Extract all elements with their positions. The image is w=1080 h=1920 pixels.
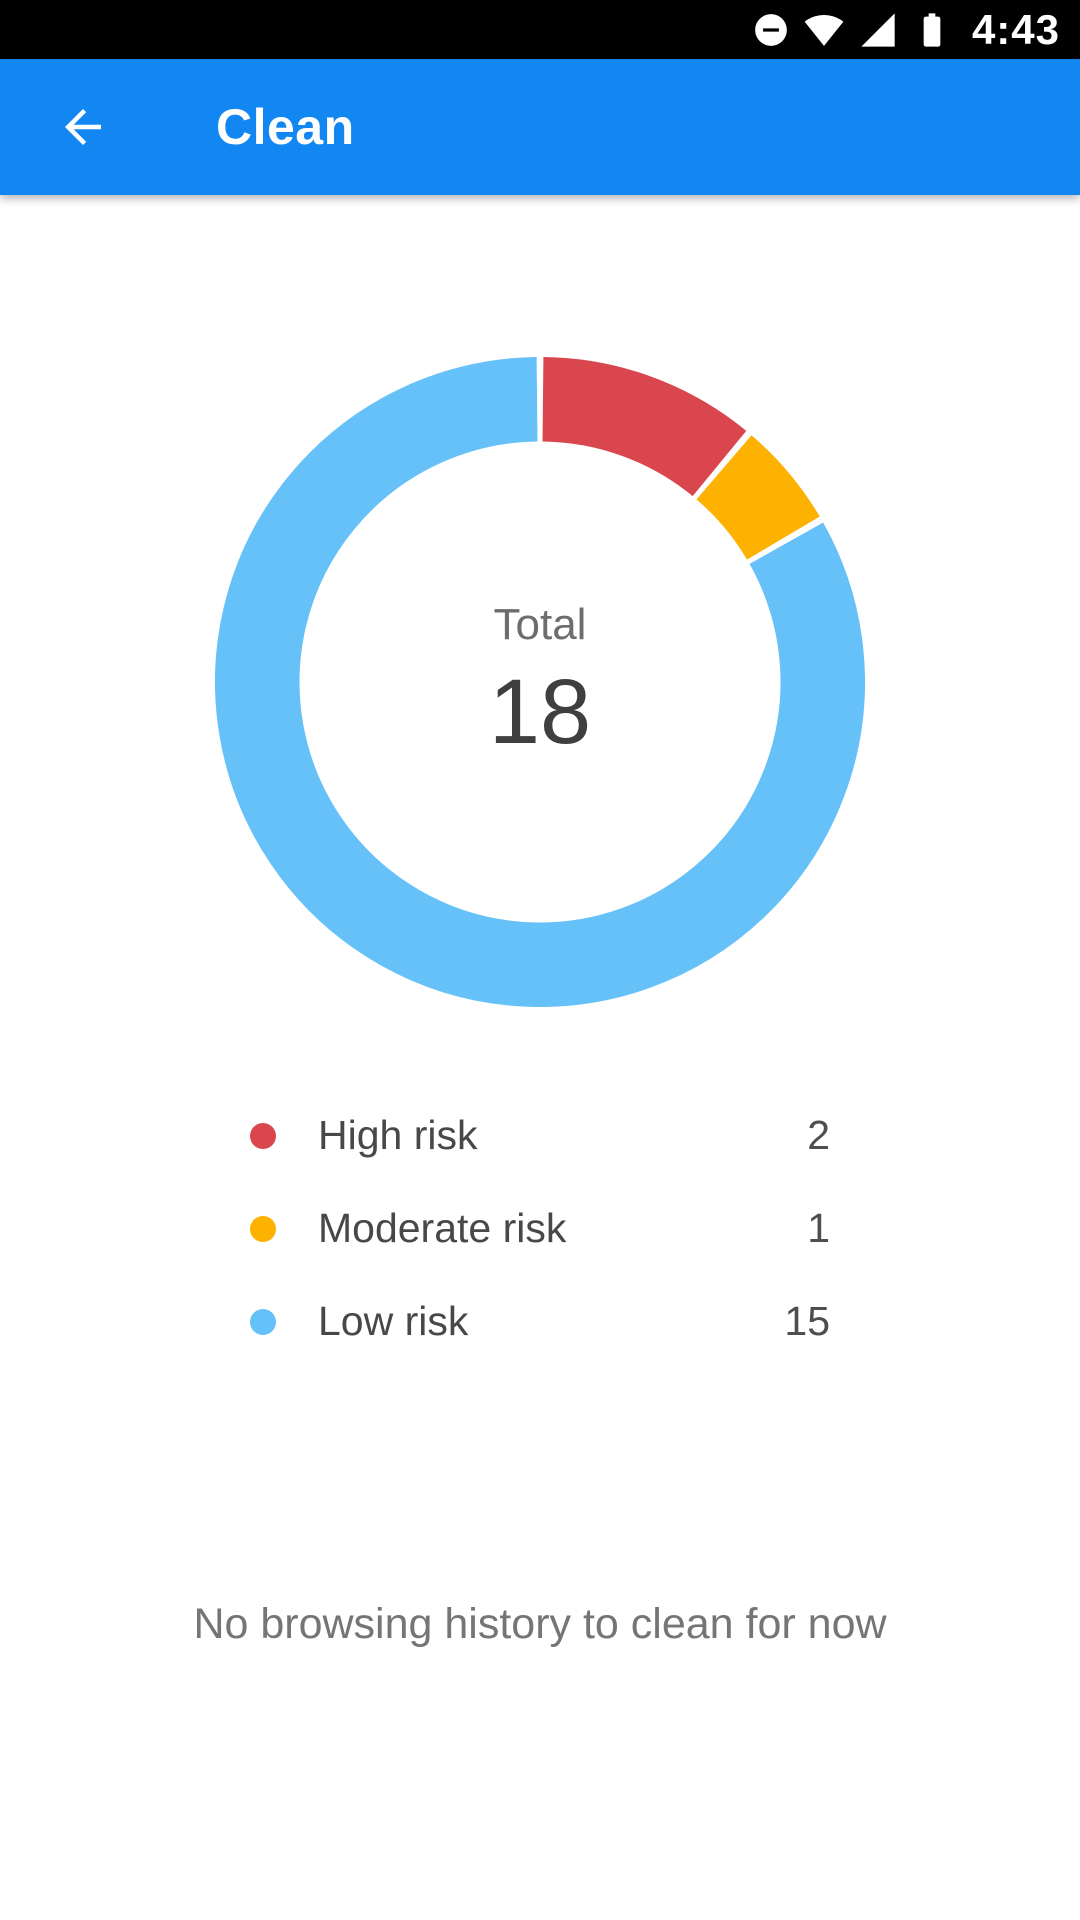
- legend-label: High risk: [318, 1112, 478, 1158]
- chart-legend: High risk 2 Moderate risk 1 Low risk 15: [250, 1089, 830, 1368]
- back-arrow-icon: [65, 109, 101, 145]
- donut-segment: [215, 357, 865, 1007]
- wifi-icon: [804, 14, 844, 46]
- donut-segment: [695, 435, 820, 561]
- app-bar: Clean: [0, 59, 1080, 195]
- legend-item-high-risk: High risk 2: [250, 1089, 830, 1182]
- legend-item-moderate-risk: Moderate risk 1: [250, 1182, 830, 1275]
- legend-label: Moderate risk: [318, 1205, 567, 1251]
- legend-value: 2: [807, 1112, 830, 1158]
- risk-donut-chart: Total 18: [215, 357, 865, 1007]
- do-not-disturb-icon: [755, 13, 787, 46]
- legend-item-low-risk: Low risk 15: [250, 1275, 830, 1368]
- back-button[interactable]: [56, 100, 110, 154]
- cellular-signal-icon: [861, 12, 895, 47]
- legend-label: Low risk: [318, 1298, 469, 1344]
- moderate-risk-dot: [250, 1215, 276, 1242]
- legend-value: 15: [784, 1298, 830, 1344]
- status-time: 4:43: [971, 5, 1060, 53]
- donut-segment: [541, 357, 747, 497]
- donut-chart-svg: [215, 357, 865, 1007]
- battery-icon: [923, 12, 941, 47]
- status-bar: 4:43: [0, 0, 1080, 59]
- page-title: Clean: [216, 99, 355, 155]
- empty-state-message: No browsing history to clean for now: [193, 1600, 887, 1648]
- high-risk-dot: [250, 1122, 276, 1149]
- legend-value: 1: [807, 1205, 830, 1251]
- low-risk-dot: [250, 1308, 276, 1335]
